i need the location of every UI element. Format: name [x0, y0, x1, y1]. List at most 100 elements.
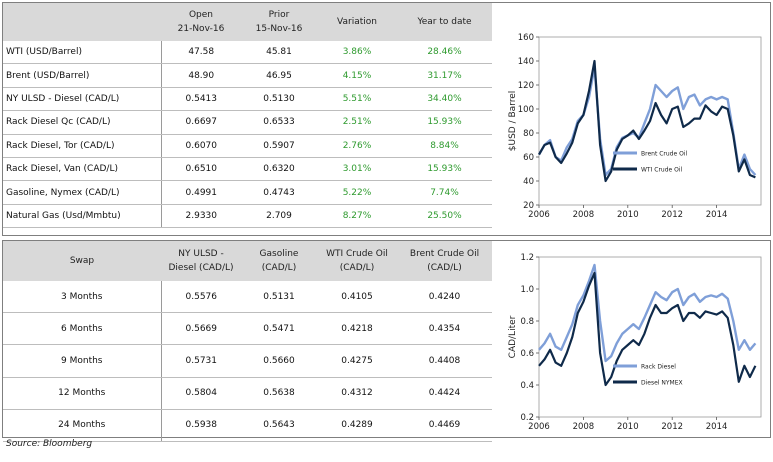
variation-value: 3.01% [317, 157, 397, 182]
brent-value: 0.4354 [397, 312, 492, 346]
header-wti-line1: WTI Crude Oil [326, 249, 388, 259]
prior-value: 2.709 [241, 204, 317, 229]
table-row: 9 Months 0.5731 0.5660 0.4275 0.4408 [3, 344, 492, 378]
series-line-wti-crude-oil [538, 59, 756, 183]
y-tick-label: 140 [518, 57, 534, 67]
gasoline-value: 0.5643 [241, 409, 317, 442]
y-tick-label: 1.0 [520, 285, 534, 295]
y-tick-label: 60 [523, 153, 534, 163]
open-value: 0.6510 [161, 157, 241, 182]
row-label: NY ULSD - Diesel (CAD/L) [3, 87, 162, 112]
x-tick-label: 2006 [528, 210, 550, 220]
row-label: Brent (USD/Barrel) [3, 63, 162, 88]
gasoline-value: 0.5131 [241, 281, 317, 314]
x-tick-label: 2012 [661, 422, 683, 432]
header-diesel-line1: NY ULSD - [178, 249, 224, 259]
row-label: Rack Diesel, Van (CAD/L) [3, 157, 162, 182]
gasoline-value: 0.5471 [241, 312, 317, 346]
header-blank [3, 3, 161, 41]
header-diesel: NY ULSD - Diesel (CAD/L) [161, 241, 241, 281]
table-row: Rack Diesel, Van (CAD/L) 0.6510 0.6320 3… [3, 157, 492, 182]
ytd-value: 28.46% [397, 41, 492, 65]
table-row: Brent (USD/Barrel) 48.90 46.95 4.15% 31.… [3, 63, 492, 88]
header-diesel-line2: Diesel (CAD/L) [168, 263, 234, 273]
diesel-value: 0.5669 [161, 312, 241, 346]
diesel-value: 0.5576 [161, 281, 241, 314]
table-row: Rack Diesel, Tor (CAD/L) 0.6070 0.5907 2… [3, 134, 492, 158]
header-prior-label: Prior [268, 10, 290, 20]
header-prior-date: 15-Nov-16 [255, 24, 303, 34]
header-brent: Brent Crude Oil (CAD/L) [397, 241, 492, 281]
variation-value: 5.51% [317, 87, 397, 112]
header-brent-line2: (CAD/L) [427, 263, 462, 273]
prior-value: 0.4743 [241, 180, 317, 205]
row-label: Natural Gas (Usd/Mmbtu) [3, 204, 162, 229]
swap-term: 3 Months [3, 281, 162, 314]
series-line-rack-diesel [538, 263, 757, 363]
open-value: 47.58 [161, 41, 241, 65]
y-tick-label: 0.4 [520, 381, 534, 391]
header-swap: Swap [3, 241, 161, 281]
price-table-header: Open 21-Nov-16 Prior 15-Nov-16 Variation Y… [3, 3, 492, 41]
y-axis-label: CAD/Liter [508, 315, 518, 358]
header-variation: Variation [317, 3, 397, 41]
swap-term: 6 Months [3, 312, 162, 346]
legend-entry: Brent Crude Oil [641, 151, 687, 158]
x-tick-label: 2012 [661, 210, 683, 220]
y-tick-label: 0.8 [520, 317, 534, 327]
swap-table: Swap NY ULSD - Diesel (CAD/L) Gasoline (CA… [3, 241, 492, 442]
ytd-value: 31.17% [397, 63, 492, 88]
price-table: Open 21-Nov-16 Prior 15-Nov-16 Variation Y… [3, 3, 492, 229]
legend-entry: Diesel NYMEX [641, 380, 683, 387]
open-value: 0.5413 [161, 87, 241, 112]
ytd-value: 34.40% [397, 87, 492, 112]
ytd-value: 15.93% [397, 110, 492, 135]
table-row: 3 Months 0.5576 0.5131 0.4105 0.4240 [3, 281, 492, 314]
x-tick-label: 2014 [706, 210, 728, 220]
diesel-value: 0.5804 [161, 377, 241, 410]
open-value: 0.4991 [161, 180, 241, 205]
y-tick-label: 160 [518, 33, 534, 43]
legend-entry: WTI Crude Oil [641, 167, 683, 174]
prior-value: 0.6533 [241, 110, 317, 135]
row-label: Gasoline, Nymex (CAD/L) [3, 180, 162, 205]
ytd-value: 15.93% [397, 157, 492, 182]
prior-value: 46.95 [241, 63, 317, 88]
brent-value: 0.4240 [397, 281, 492, 314]
diesel-value: 0.5938 [161, 409, 241, 442]
swap-term: 9 Months [3, 344, 162, 378]
plot-area [538, 256, 762, 418]
y-tick-label: 120 [518, 81, 534, 91]
variation-value: 4.15% [317, 63, 397, 88]
swap-term: 24 Months [3, 409, 162, 442]
open-value: 48.90 [161, 63, 241, 88]
table-row: Rack Diesel Qc (CAD/L) 0.6697 0.6533 2.5… [3, 110, 492, 135]
brent-value: 0.4424 [397, 377, 492, 410]
diesel-price-chart: 0.2 0.4 0.6 0.8 1.0 1.2 2006 2008 2010 2012 2014 CA… [508, 253, 762, 432]
header-ytd: Year to date [397, 3, 492, 41]
y-tick-label: 0.2 [520, 413, 534, 423]
x-tick-label: 2008 [573, 422, 595, 432]
open-value: 2.9330 [161, 204, 241, 229]
swap-table-header: Swap NY ULSD - Diesel (CAD/L) Gasoline (CA… [3, 241, 492, 281]
open-value: 0.6070 [161, 134, 241, 158]
series-line-diesel-nymex [538, 271, 757, 387]
gasoline-value: 0.5638 [241, 377, 317, 410]
header-open: Open 21-Nov-16 [161, 3, 241, 41]
y-tick-label: 0.6 [520, 349, 534, 359]
header-gasoline: Gasoline (CAD/L) [241, 241, 317, 281]
x-tick-label: 2010 [617, 210, 639, 220]
x-tick-label: 2010 [617, 422, 639, 432]
table-row: WTI (USD/Barrel) 47.58 45.81 3.86% 28.46… [3, 41, 492, 65]
table-row: 12 Months 0.5804 0.5638 0.4312 0.4424 [3, 377, 492, 410]
table-row: 6 Months 0.5669 0.5471 0.4218 0.4354 [3, 312, 492, 346]
crude-oil-chart: 20 40 60 80 100 120 140 160 2006 2008 2010 2012 2014… [508, 33, 762, 220]
swap-term: 12 Months [3, 377, 162, 410]
y-tick-label: 40 [523, 177, 534, 187]
y-axis-label: $USD / Barrel [508, 91, 518, 151]
wti-value: 0.4312 [317, 377, 397, 410]
wti-value: 0.4275 [317, 344, 397, 378]
diesel-value: 0.5731 [161, 344, 241, 378]
prior-value: 0.6320 [241, 157, 317, 182]
source-note: Source: Bloomberg [6, 439, 93, 449]
